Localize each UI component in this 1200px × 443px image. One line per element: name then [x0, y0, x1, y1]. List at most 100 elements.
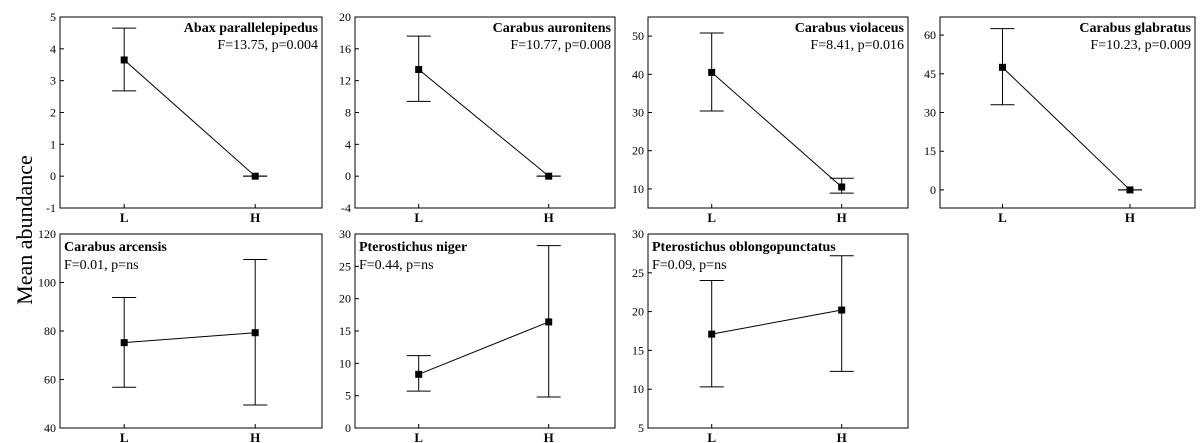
- global-y-axis-label: Mean abundance: [12, 155, 37, 305]
- data-point: [415, 370, 423, 378]
- data-point: [708, 330, 716, 338]
- plot-frame: [647, 16, 909, 209]
- series-line: [1002, 66, 1131, 191]
- y-tick-label: 120: [38, 227, 56, 241]
- panel-title: Carabus auronitens: [493, 21, 612, 36]
- y-tick-label: 20: [632, 305, 644, 319]
- y-tick-label: 100: [38, 276, 56, 290]
- chart-panel: 5 10 15 20 25 30 L H Pterostichus oblongopunctat…: [632, 227, 909, 443]
- x-tick-label: L: [120, 210, 129, 225]
- plot-frame: [647, 233, 909, 429]
- series-line: [418, 321, 549, 375]
- panel-statistic: F=0.09, p=ns: [652, 258, 727, 273]
- y-tick-label: 20: [632, 144, 644, 158]
- plot-frame: [354, 16, 616, 209]
- x-tick-label: H: [544, 210, 554, 225]
- x-tick-label: L: [120, 430, 129, 443]
- x-tick-label: L: [414, 210, 423, 225]
- data-point: [1126, 186, 1134, 194]
- plot-frame: [59, 233, 323, 429]
- panel-title: Carabus violaceus: [795, 21, 905, 36]
- y-tick-label: -4: [341, 201, 351, 215]
- data-point: [838, 306, 846, 314]
- x-tick-label: H: [250, 210, 260, 225]
- y-tick-label: 8: [345, 106, 351, 120]
- y-tick-label: 5: [638, 421, 644, 435]
- y-tick-label: 15: [924, 144, 936, 158]
- panel-statistic: F=8.41, p=0.016: [810, 38, 904, 53]
- y-tick-label: 20: [339, 10, 351, 24]
- panel-title: Carabus glabratus: [1079, 21, 1191, 36]
- plot-frame: [59, 16, 323, 209]
- x-tick-label: H: [837, 430, 847, 443]
- y-tick-label: 4: [345, 137, 351, 151]
- y-tick-label: 0: [345, 421, 351, 435]
- series-line: [418, 69, 550, 177]
- y-tick-label: 10: [632, 182, 644, 196]
- panel-title: Pterostichus oblongopunctatus: [652, 240, 836, 255]
- y-tick-label: 25: [632, 266, 644, 280]
- y-tick-label: 10: [339, 356, 351, 370]
- y-tick-label: 40: [632, 67, 644, 81]
- y-tick-label: 16: [339, 42, 351, 56]
- panel-title: Abax parallelepipedus: [184, 21, 319, 36]
- data-point: [415, 66, 423, 74]
- chart-panel: 10 20 30 40 50 L H Carabus violaceus F=8.41, p=0…: [632, 16, 909, 225]
- y-tick-label: -1: [46, 201, 56, 215]
- y-tick-label: 30: [632, 227, 644, 241]
- y-tick-label: 12: [339, 74, 351, 88]
- y-tick-label: 0: [345, 169, 351, 183]
- panel-statistic: F=0.44, p=ns: [359, 258, 434, 273]
- panel-statistic: F=0.01, p=ns: [64, 258, 139, 273]
- y-tick-label: 50: [632, 29, 644, 43]
- x-tick-label: H: [250, 430, 260, 443]
- series-line: [711, 309, 842, 335]
- chart-panel: 0 5 10 15 20 25 30 L H Pterostichus niger F=0.44, …: [339, 227, 616, 443]
- data-point: [251, 172, 259, 180]
- data-point: [838, 183, 846, 191]
- y-tick-label: 25: [339, 259, 351, 273]
- data-point: [545, 318, 553, 326]
- data-point: [545, 172, 553, 180]
- y-tick-label: 30: [924, 106, 936, 120]
- y-tick-label: 45: [924, 67, 936, 81]
- data-point: [120, 339, 128, 347]
- y-tick-label: 20: [339, 292, 351, 306]
- chart-panel: -4 0 4 8 12 16 20 L H Carabus auronitens F=10.77, …: [339, 10, 616, 225]
- series-line: [123, 59, 256, 177]
- y-tick-label: 30: [339, 227, 351, 241]
- panel-title: Pterostichus niger: [359, 240, 467, 255]
- panel-title: Carabus arcensis: [64, 240, 167, 255]
- x-tick-label: L: [414, 430, 423, 443]
- chart-panel: 0 15 30 45 60 L H Carabus glabratus F=10.23, p=0…: [924, 16, 1196, 225]
- x-tick-label: H: [1125, 210, 1135, 225]
- data-point: [251, 329, 259, 337]
- y-tick-label: 5: [345, 389, 351, 403]
- y-tick-label: 10: [632, 382, 644, 396]
- data-point: [120, 56, 128, 64]
- y-tick-label: 80: [44, 324, 56, 338]
- y-tick-label: 0: [930, 183, 936, 197]
- y-tick-label: 5: [50, 10, 56, 24]
- x-tick-label: L: [707, 210, 716, 225]
- chart-panel: -1 0 1 2 3 4 5 L H Abax parallelepipedus F=13.75, …: [46, 10, 323, 225]
- y-tick-label: 15: [339, 324, 351, 338]
- panel-statistic: F=13.75, p=0.004: [217, 38, 318, 53]
- data-point: [998, 63, 1006, 71]
- y-tick-label: 60: [44, 373, 56, 387]
- panel-statistic: F=10.77, p=0.008: [510, 38, 611, 53]
- chart-panel: 40 60 80 100 120 L H Carabus arcensis F=0.01, p=…: [38, 227, 323, 443]
- y-tick-label: 2: [50, 106, 56, 120]
- plot-frame: [354, 233, 616, 429]
- y-tick-label: 30: [632, 106, 644, 120]
- y-tick-label: 40: [44, 421, 56, 435]
- series-line: [711, 72, 843, 188]
- series-line: [124, 332, 256, 344]
- x-tick-label: L: [998, 210, 1007, 225]
- data-point: [708, 68, 716, 76]
- y-tick-label: 0: [50, 169, 56, 183]
- x-tick-label: H: [544, 430, 554, 443]
- y-tick-label: 4: [50, 42, 56, 56]
- y-tick-label: 1: [50, 137, 56, 151]
